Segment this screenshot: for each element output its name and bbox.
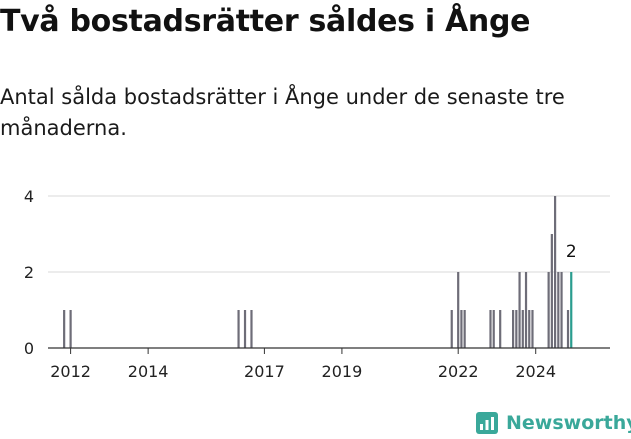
bar	[63, 310, 66, 348]
bar	[250, 310, 253, 348]
bar	[560, 272, 563, 348]
bar	[557, 272, 560, 348]
x-tick-label: 2019	[322, 362, 363, 381]
bar	[489, 310, 492, 348]
bar	[243, 310, 247, 348]
bar	[531, 310, 534, 348]
y-tick-label: 0	[24, 339, 34, 358]
bar-highlight	[570, 272, 573, 348]
data-label: 2	[566, 242, 577, 262]
bar	[460, 310, 463, 348]
page-title: Två bostadsrätter såldes i Ånge	[0, 4, 531, 39]
x-tick-label: 2022	[438, 362, 479, 381]
bar	[521, 310, 524, 348]
bar	[515, 310, 518, 348]
bar	[518, 272, 521, 348]
bar	[550, 234, 553, 348]
bar	[547, 272, 550, 348]
page-subtitle: Antal sålda bostadsrätter i Ånge under d…	[0, 85, 565, 140]
bar	[524, 272, 528, 348]
x-tick-label: 2012	[50, 362, 91, 381]
bar	[499, 310, 502, 348]
bar-chart-logo-icon	[476, 412, 498, 434]
bar	[553, 196, 557, 348]
bar	[566, 310, 570, 348]
x-tick-label: 2024	[515, 362, 556, 381]
bar	[450, 310, 453, 348]
bar	[237, 310, 240, 348]
bar	[457, 272, 460, 348]
brand-name: Newsworthy	[506, 412, 631, 434]
bar	[69, 310, 72, 348]
bar	[463, 310, 466, 348]
x-tick-label: 2014	[128, 362, 169, 381]
bar	[512, 310, 515, 348]
newsworthy-logo: Newsworthy	[476, 408, 631, 438]
x-tick-label: 2017	[244, 362, 285, 381]
y-tick-label: 4	[24, 187, 34, 206]
bar	[492, 310, 495, 348]
bar	[528, 310, 531, 348]
y-tick-label: 2	[24, 263, 34, 282]
